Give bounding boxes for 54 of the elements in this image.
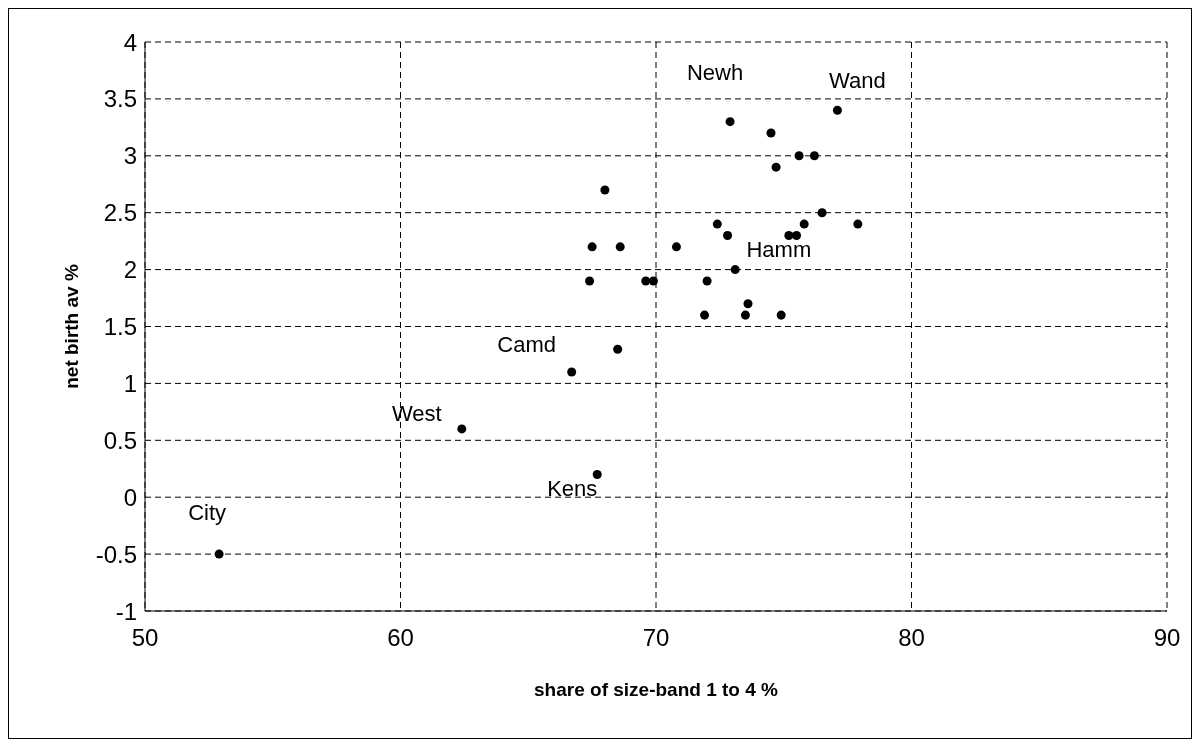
annotation: Kens bbox=[547, 476, 598, 502]
point bbox=[613, 344, 623, 354]
x-tick-label: 50 bbox=[131, 624, 159, 652]
x-tick-label: 70 bbox=[642, 624, 670, 652]
point bbox=[799, 219, 809, 229]
y-tick-label: 3 bbox=[123, 142, 137, 170]
point bbox=[214, 549, 224, 559]
y-tick-label: 4 bbox=[123, 28, 137, 56]
point bbox=[592, 469, 602, 479]
y-tick-label: 0 bbox=[123, 483, 137, 511]
point bbox=[702, 276, 712, 286]
y-tick-label: 3.5 bbox=[103, 85, 137, 113]
point bbox=[730, 265, 740, 275]
point bbox=[740, 310, 750, 320]
annotation: West bbox=[391, 400, 442, 426]
y-tick-label: -0.5 bbox=[95, 540, 137, 568]
point bbox=[725, 117, 735, 127]
annotation: Newh bbox=[686, 59, 744, 85]
point bbox=[585, 276, 595, 286]
annotation: Wand bbox=[829, 68, 886, 94]
annotation: Hamm bbox=[746, 237, 812, 263]
point bbox=[771, 162, 781, 172]
y-tick-label: 0.5 bbox=[103, 426, 137, 454]
point bbox=[648, 276, 658, 286]
annotation: City bbox=[188, 500, 227, 526]
x-tick-label: 90 bbox=[1153, 624, 1181, 652]
point bbox=[832, 105, 842, 115]
x-tick-label: 80 bbox=[898, 624, 925, 652]
point bbox=[587, 242, 597, 252]
y-tick-label: 1 bbox=[123, 369, 137, 397]
point bbox=[457, 424, 467, 434]
y-tick-label: -1 bbox=[115, 597, 137, 625]
point bbox=[776, 310, 786, 320]
y-tick-label: 2 bbox=[123, 256, 137, 284]
point bbox=[712, 219, 722, 229]
y-axis-title: net birth av % bbox=[60, 264, 82, 389]
point bbox=[700, 310, 710, 320]
point bbox=[671, 242, 681, 252]
y-tick-label: 2.5 bbox=[103, 199, 137, 227]
point bbox=[723, 230, 733, 240]
annotation: Camd bbox=[497, 332, 557, 358]
point bbox=[600, 185, 610, 195]
point bbox=[794, 151, 804, 161]
point bbox=[853, 219, 863, 229]
point bbox=[743, 299, 753, 309]
point bbox=[817, 208, 827, 218]
x-tick-label: 60 bbox=[387, 624, 414, 652]
point bbox=[615, 242, 625, 252]
point bbox=[792, 230, 802, 240]
x-axis-title: share of size-band 1 to 4 % bbox=[534, 679, 779, 700]
point bbox=[766, 128, 776, 138]
y-tick-label: 1.5 bbox=[103, 313, 137, 341]
point bbox=[567, 367, 577, 377]
point bbox=[809, 151, 819, 161]
